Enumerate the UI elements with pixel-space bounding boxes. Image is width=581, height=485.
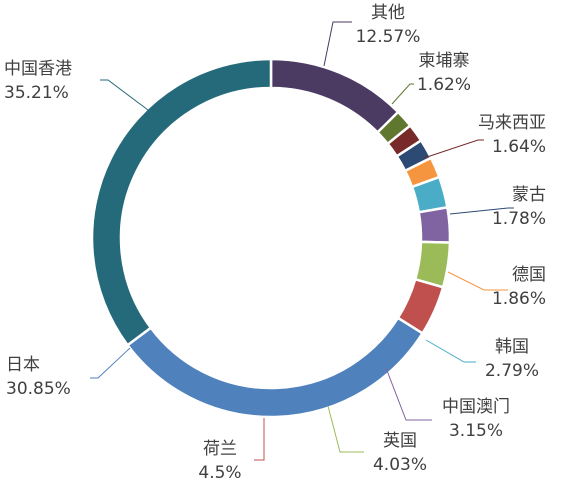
slice-percent-label: 30.85% <box>6 379 71 399</box>
slice-name-label: 其他 <box>371 3 405 23</box>
slice-percent-label: 2.79% <box>485 361 539 381</box>
leader-line-荷兰 <box>254 418 265 461</box>
slice-name-label: 中国香港 <box>4 59 72 79</box>
slice-日本 <box>125 316 425 419</box>
donut-slices <box>90 57 452 419</box>
slice-labels: 其他 12.57% 柬埔寨 1.62% 马来西亚 1.64% 蒙古 1.78% 德国 1.86% 韩… <box>4 3 546 483</box>
slice-name-label: 荷兰 <box>203 439 237 459</box>
slice-name-label: 英国 <box>383 431 417 451</box>
leader-line-韩国 <box>425 339 476 363</box>
slice-name-label: 德国 <box>512 265 546 285</box>
slice-percent-label: 35.21% <box>4 83 69 103</box>
slice-percent-label: 4.03% <box>373 455 427 475</box>
slice-percent-label: 1.86% <box>492 289 546 309</box>
slice-name-label: 柬埔寨 <box>419 51 470 71</box>
leader-line-其他 <box>323 21 352 67</box>
slice-其他 <box>269 57 400 135</box>
slice-percent-label: 1.78% <box>492 209 546 229</box>
slice-name-label: 日本 <box>6 355 40 375</box>
slice-percent-label: 1.62% <box>417 75 471 95</box>
slice-中国澳门 <box>417 205 452 244</box>
slice-percent-label: 3.15% <box>449 421 503 441</box>
leader-line-德国 <box>447 271 508 291</box>
slice-name-label: 蒙古 <box>512 185 546 205</box>
leader-line-马来西亚 <box>423 139 484 159</box>
leader-line-日本 <box>90 347 131 379</box>
slice-name-label: 马来西亚 <box>478 113 546 133</box>
slice-percent-label: 1.64% <box>492 137 546 157</box>
leader-line-中国澳门 <box>385 367 432 421</box>
slice-name-label: 韩国 <box>495 337 529 357</box>
leader-line-英国 <box>327 405 364 453</box>
slice-中国香港 <box>90 57 273 347</box>
slice-percent-label: 4.5% <box>198 463 241 483</box>
leader-lines <box>90 21 514 461</box>
leader-line-蒙古 <box>449 207 514 215</box>
leader-line-柬埔寨 <box>391 83 414 105</box>
slice-percent-label: 12.57% <box>356 27 421 47</box>
leader-line-中国香港 <box>100 79 149 111</box>
slice-name-label: 中国澳门 <box>442 397 510 417</box>
